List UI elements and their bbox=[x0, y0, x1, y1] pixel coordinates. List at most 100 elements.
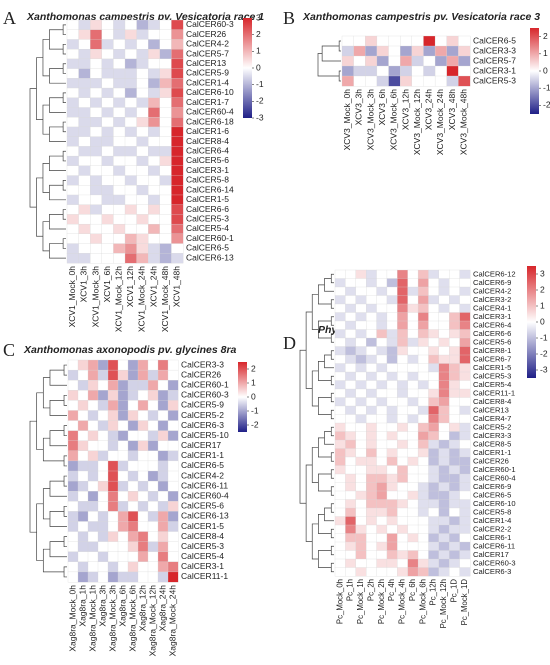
heatmap-cell bbox=[77, 491, 89, 502]
heatmap-cell bbox=[434, 35, 448, 47]
heatmap-cell bbox=[113, 155, 126, 167]
column-label: Pc_Mock_4h bbox=[398, 579, 407, 624]
heatmap-cell bbox=[113, 214, 126, 225]
heatmap-cell bbox=[334, 278, 346, 288]
column-label: XCV3_Mock_48h bbox=[458, 89, 468, 155]
heatmap-cell bbox=[137, 541, 149, 553]
heatmap-cell bbox=[334, 363, 346, 373]
dendrogram-branch bbox=[36, 177, 43, 237]
heatmap-cell bbox=[407, 363, 419, 373]
row-label: CalCER6-18 bbox=[186, 116, 234, 126]
heatmap-cell bbox=[407, 422, 419, 432]
heatmap-cell bbox=[449, 473, 460, 483]
heatmap-cell bbox=[78, 49, 91, 60]
heatmap-cell bbox=[97, 450, 109, 462]
heatmap-cell bbox=[67, 480, 79, 492]
heatmap-cell bbox=[334, 567, 346, 577]
heatmap-cell bbox=[334, 312, 346, 322]
heatmap-cell bbox=[345, 371, 357, 381]
heatmap-cell bbox=[148, 233, 161, 244]
column-label: XCV1_Mock_0h bbox=[67, 266, 77, 328]
heatmap-cell bbox=[334, 354, 346, 364]
heatmap-cell bbox=[137, 450, 149, 462]
heatmap-cell bbox=[376, 490, 388, 500]
heatmap-cell bbox=[423, 35, 436, 47]
heatmap-cell bbox=[157, 430, 169, 442]
heatmap-cell bbox=[334, 397, 346, 407]
heatmap-cell bbox=[124, 49, 137, 60]
heatmap-cell bbox=[159, 175, 172, 186]
heatmap-cell bbox=[148, 126, 161, 137]
heatmap-cell bbox=[101, 194, 114, 206]
row-label: CalCER5-7 bbox=[186, 48, 229, 58]
heatmap-cell bbox=[167, 501, 179, 512]
heatmap-cell bbox=[459, 456, 471, 466]
row-label: CalCER6-6 bbox=[186, 204, 229, 214]
heatmap-cell bbox=[90, 146, 103, 157]
heatmap-cell bbox=[147, 571, 159, 583]
heatmap-cell bbox=[459, 422, 471, 432]
heatmap-cell bbox=[423, 65, 436, 77]
heatmap-cell bbox=[459, 278, 471, 288]
heatmap-cell bbox=[386, 295, 398, 305]
heatmap-cell bbox=[107, 400, 119, 411]
heatmap-cell bbox=[90, 68, 103, 79]
heatmap-cell bbox=[159, 165, 172, 176]
heatmap-cell bbox=[366, 278, 377, 288]
heatmap-cell bbox=[124, 68, 137, 79]
heatmap-cell bbox=[148, 97, 161, 108]
heatmap-cell bbox=[127, 501, 139, 512]
heatmap-cell bbox=[449, 278, 460, 288]
heatmap-cell bbox=[77, 440, 89, 452]
row-label: CalCER6-6 bbox=[473, 329, 511, 338]
panel-title: Xanthomonas campestris pv. Vesicatoria r… bbox=[302, 11, 540, 23]
heatmap-cell bbox=[78, 58, 91, 69]
dendrogram-branch bbox=[49, 97, 66, 113]
heatmap-cell bbox=[341, 75, 354, 87]
heatmap-cell bbox=[355, 354, 367, 364]
heatmap-cell bbox=[345, 414, 357, 424]
heatmap-cell bbox=[376, 533, 388, 543]
column-label: Pc_12h bbox=[429, 579, 438, 605]
dendrogram-branch bbox=[49, 214, 66, 230]
heatmap-cell bbox=[449, 533, 460, 543]
heatmap-cell bbox=[334, 286, 346, 296]
row-label: CalCER6-5 bbox=[181, 460, 224, 470]
column-label: Xag8ra_Mock_6h bbox=[127, 585, 137, 652]
dendrogram-branch bbox=[330, 545, 334, 556]
heatmap-cell bbox=[171, 185, 184, 196]
heatmap-cell bbox=[127, 571, 139, 583]
heatmap-cell bbox=[136, 175, 149, 186]
dendrogram-branch bbox=[62, 121, 66, 133]
heatmap-cell bbox=[438, 422, 450, 432]
heatmap-cell bbox=[417, 337, 429, 347]
heatmap-cell bbox=[77, 571, 89, 583]
heatmap-cell bbox=[66, 87, 79, 99]
dendrogram-branch bbox=[338, 70, 341, 82]
heatmap-cell bbox=[459, 465, 471, 475]
row-label: CalCER4-2 bbox=[181, 470, 224, 480]
heatmap-cell bbox=[397, 320, 409, 330]
heatmap-cell bbox=[458, 35, 471, 47]
dendrogram-branch bbox=[42, 437, 65, 462]
heatmap-cell bbox=[148, 223, 161, 235]
heatmap-cell bbox=[400, 45, 413, 57]
heatmap-cell bbox=[171, 204, 184, 215]
heatmap-cell bbox=[355, 286, 367, 296]
heatmap-cell bbox=[137, 491, 149, 502]
heatmap-cell bbox=[438, 320, 450, 330]
heatmap-cell bbox=[417, 490, 429, 500]
heatmap-cell bbox=[78, 146, 91, 157]
heatmap-cell bbox=[137, 521, 149, 532]
heatmap-cell bbox=[157, 410, 169, 421]
heatmap-cell bbox=[355, 448, 367, 458]
row-label: CalCER6-11 bbox=[473, 541, 515, 550]
heatmap-cell bbox=[355, 397, 367, 407]
heatmap-cell bbox=[101, 19, 114, 31]
dendrogram-branch bbox=[63, 536, 67, 548]
heatmap-cell bbox=[417, 422, 429, 432]
heatmap-cell bbox=[386, 473, 398, 483]
heatmap-cell bbox=[136, 146, 149, 157]
color-bar-tick-label: 2 bbox=[540, 284, 545, 294]
heatmap-cell bbox=[407, 482, 419, 492]
